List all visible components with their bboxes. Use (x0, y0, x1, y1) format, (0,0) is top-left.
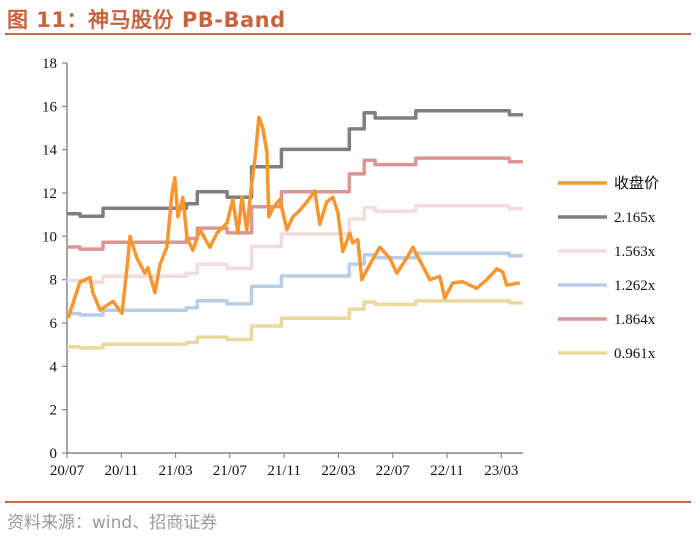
series-line-1_563x (67, 204, 523, 284)
x-tick-label: 22/11 (430, 463, 464, 479)
series-line-2_165x (67, 108, 523, 218)
figure-title: 图 11：神马股份 PB-Band (7, 8, 286, 32)
legend-label: 2.165x (614, 210, 656, 226)
legend-label: 1.563x (614, 244, 656, 260)
x-tick-label: 20/07 (50, 463, 85, 479)
y-tick-label: 12 (42, 186, 57, 202)
legend-item: 2.165x (558, 210, 656, 226)
x-tick-label: 22/07 (376, 463, 411, 479)
series-lines (66, 108, 523, 350)
y-tick-label: 2 (50, 403, 58, 419)
legend-item: 收盘价 (558, 174, 659, 192)
legend-label: 1.262x (614, 278, 656, 294)
legend-item: 1.262x (558, 278, 656, 294)
y-tick-label: 8 (50, 273, 58, 289)
axes: 0 2 4 6 8 10 12 14 16 18 20/07 20/11 21/03 21/07 21/11… (42, 56, 523, 479)
title-rule (5, 33, 691, 35)
y-tick-label: 4 (50, 359, 58, 375)
series-line-收盘价 (66, 115, 520, 319)
legend: 收盘价 2.165x 1.563x 1.262x 1.864x 0.961x (558, 174, 659, 362)
series-line-0_961x (67, 299, 523, 350)
x-tick-label: 21/07 (213, 463, 248, 479)
source-rule (5, 501, 691, 503)
x-tick-label: 23/03 (484, 463, 518, 479)
legend-label: 1.864x (614, 312, 656, 328)
x-tick-label: 22/03 (321, 463, 355, 479)
y-tick-label: 6 (50, 316, 58, 332)
x-tick-label: 21/03 (158, 463, 192, 479)
legend-item: 0.961x (558, 346, 656, 362)
series-line-1_864x (67, 156, 523, 251)
y-tick-label: 0 (50, 446, 58, 462)
x-tick-label: 20/11 (104, 463, 138, 479)
source-note: 资料来源：wind、招商证券 (7, 513, 218, 533)
y-tick-label: 10 (42, 229, 57, 245)
legend-item: 1.864x (558, 312, 656, 328)
legend-label: 0.961x (614, 346, 656, 362)
y-tick-label: 18 (42, 56, 57, 72)
legend-label: 收盘价 (614, 174, 659, 192)
series-line-1_262x (67, 251, 523, 317)
legend-item: 1.563x (558, 244, 656, 260)
x-tick-label: 21/11 (267, 463, 301, 479)
y-tick-label: 14 (42, 143, 58, 159)
y-tick-label: 16 (42, 99, 58, 115)
